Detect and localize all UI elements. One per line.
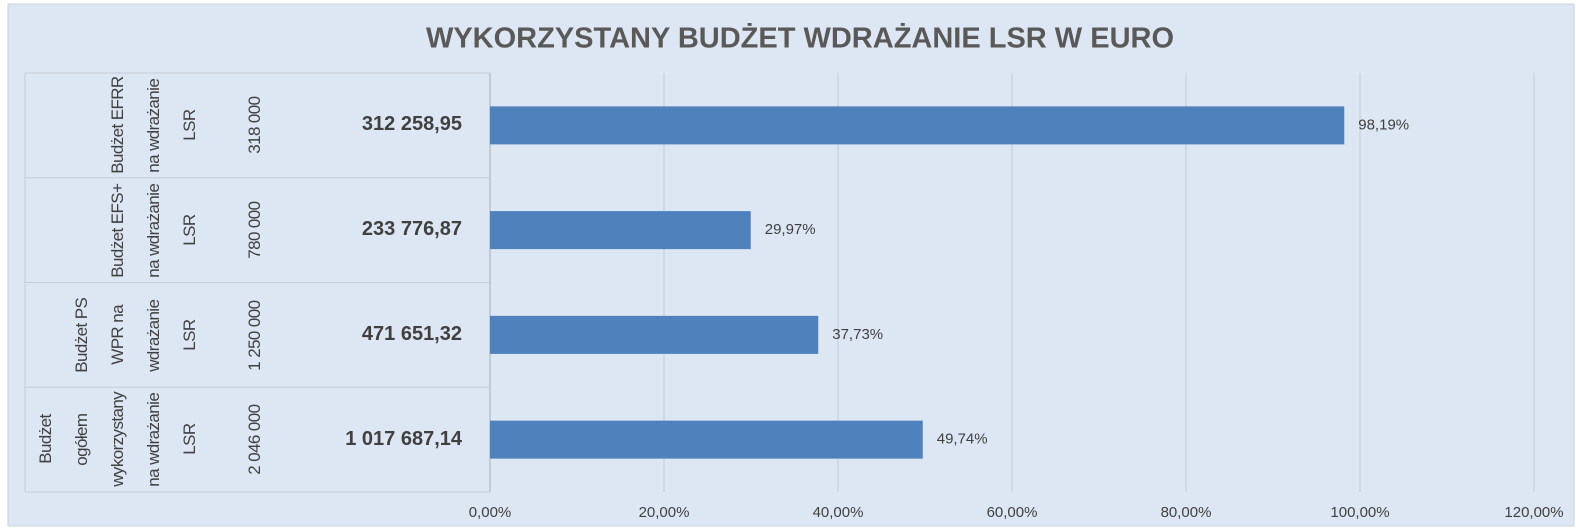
bar	[490, 420, 923, 459]
category-label: Budżet ogółem wykorzystany na wdrażanie …	[36, 392, 199, 488]
x-tick-label: 80,00%	[1161, 504, 1212, 521]
chart-title: WYKORZYSTANY BUDŻET WDRAŻANIE LSR W EURO	[426, 23, 1174, 55]
category-label: Budżet EFRR na wdrażanie LSR	[108, 76, 199, 175]
used-label: 233 776,87	[361, 218, 462, 241]
x-tick-label: 100,00%	[1330, 504, 1389, 521]
value-label: 29,97%	[765, 221, 816, 238]
used-label: 1 017 687,14	[345, 427, 462, 450]
used-label: 312 258,95	[361, 113, 462, 136]
value-label: 49,74%	[937, 431, 988, 448]
bar	[490, 315, 819, 354]
used-label: 471 651,32	[361, 322, 462, 345]
x-tick-label: 0,00%	[469, 504, 512, 521]
bar	[490, 211, 751, 250]
value-label: 98,19%	[1358, 116, 1409, 133]
category-label: Budżet EFS+ na wdrażanie LSR	[108, 183, 199, 278]
x-tick-label: 120,00%	[1504, 504, 1563, 521]
category-label: Budżet PS WPR na wdrażanie LSR	[72, 297, 199, 373]
x-tick-label: 60,00%	[987, 504, 1038, 521]
bar	[490, 106, 1345, 145]
x-tick-label: 20,00%	[639, 504, 690, 521]
x-tick-label: 40,00%	[813, 504, 864, 521]
value-label: 37,73%	[832, 326, 883, 343]
